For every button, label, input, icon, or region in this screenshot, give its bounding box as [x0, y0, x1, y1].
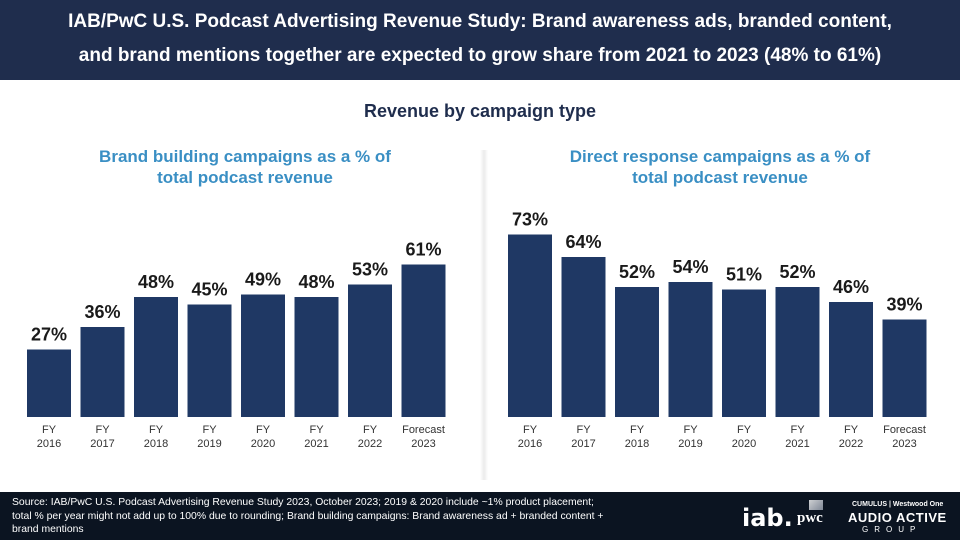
direct-tick-label: 2020 — [732, 438, 756, 450]
left-chart-title-line-1: Brand building campaigns as a % of — [99, 147, 391, 166]
brand-data-label: 45% — [191, 280, 227, 300]
brand-bar — [187, 304, 232, 417]
direct-tick-label: 2022 — [839, 438, 863, 450]
direct-data-label: 73% — [512, 210, 548, 230]
direct-tick-label: 2018 — [625, 438, 649, 450]
brand-bar — [401, 264, 446, 417]
brand-bar — [27, 349, 71, 417]
brand-chart-group: 27% FY 2016 36% FY 2017 48% FY 2018 45% FY 2019 49% F… — [27, 240, 446, 450]
audio-active-group-logo: GROUP — [862, 525, 922, 534]
direct-tick-label: FY — [576, 424, 591, 436]
brand-tick-label: 2016 — [37, 438, 61, 450]
brand-tick-label: 2020 — [251, 438, 275, 450]
bar-charts: 27% FY 2016 36% FY 2017 48% FY 2018 45% FY 2019 49% F… — [27, 210, 927, 450]
brand-tick-label: 2021 — [304, 438, 328, 450]
headline-line-1: IAB/PwC U.S. Podcast Advertising Revenue… — [68, 11, 892, 32]
direct-chart-group: 73% FY 2016 64% FY 2017 52% FY 2018 54% FY 2019 51% F… — [508, 210, 927, 450]
direct-tick-label: 2017 — [571, 438, 595, 450]
direct-tick-label: FY — [523, 424, 538, 436]
left-chart-title-line-2: total podcast revenue — [157, 168, 333, 187]
direct-bar — [829, 302, 873, 417]
brand-data-label: 49% — [245, 270, 281, 290]
brand-tick-label: FY — [95, 424, 110, 436]
brand-tick-label: 2023 — [411, 438, 435, 450]
brand-tick-label: 2018 — [144, 438, 168, 450]
brand-data-label: 53% — [352, 260, 388, 280]
direct-bar — [561, 257, 606, 417]
chart-subtitle: Revenue by campaign type — [363, 101, 597, 121]
brand-bar — [348, 284, 392, 417]
brand-data-label: 48% — [138, 272, 174, 292]
header-banner: IAB/PwC U.S. Podcast Advertising Revenue… — [0, 0, 960, 80]
brand-tick-label: 2022 — [358, 438, 382, 450]
direct-tick-label: FY — [630, 424, 645, 436]
right-chart-title-line-1: Direct response campaigns as a % of — [569, 147, 871, 166]
brand-tick-label: 2019 — [197, 438, 221, 450]
direct-tick-label: 2019 — [678, 438, 702, 450]
brand-data-label: 36% — [84, 302, 120, 322]
direct-data-label: 54% — [672, 257, 708, 277]
brand-tick-label: FY — [202, 424, 217, 436]
brand-tick-label: FY — [309, 424, 324, 436]
direct-bar — [722, 289, 766, 417]
brand-data-label: 61% — [405, 240, 441, 260]
direct-tick-label: 2016 — [518, 438, 542, 450]
direct-tick-label: 2021 — [785, 438, 809, 450]
right-chart-title-line-2: total podcast revenue — [632, 168, 808, 187]
direct-bar — [615, 287, 659, 417]
direct-tick-label: Forecast — [883, 424, 926, 436]
brand-tick-label: FY — [42, 424, 57, 436]
source-note: Source: IAB/PwC U.S. Podcast Advertising… — [12, 497, 604, 535]
brand-bar — [134, 297, 178, 417]
direct-tick-label: FY — [683, 424, 698, 436]
pwc-logo: pwc — [797, 510, 823, 526]
brand-tick-label: FY — [256, 424, 271, 436]
brand-data-label: 48% — [298, 272, 334, 292]
direct-data-label: 39% — [886, 295, 922, 315]
iab-logo: iab. — [742, 504, 793, 532]
brand-bar — [294, 297, 339, 417]
direct-data-label: 52% — [619, 262, 655, 282]
footer-bar: Source: IAB/PwC U.S. Podcast Advertising… — [0, 492, 960, 540]
direct-tick-label: FY — [844, 424, 859, 436]
brand-tick-label: Forecast — [402, 424, 445, 436]
audio-active-logo: AUDIO ACTIVE — [848, 510, 947, 525]
brand-bar — [241, 294, 285, 417]
direct-data-label: 51% — [726, 265, 762, 285]
cumulus-westwood-logo: CUMULUS | Westwood One — [852, 501, 944, 508]
brand-tick-label: 2017 — [90, 438, 114, 450]
direct-bar — [668, 282, 713, 417]
panel-divider — [480, 150, 488, 480]
direct-bar — [508, 234, 552, 417]
direct-tick-label: 2023 — [892, 438, 916, 450]
direct-tick-label: FY — [790, 424, 805, 436]
direct-data-label: 46% — [833, 277, 869, 297]
direct-tick-label: FY — [737, 424, 752, 436]
brand-tick-label: FY — [149, 424, 164, 436]
brand-data-label: 27% — [31, 325, 67, 345]
brand-tick-label: FY — [363, 424, 378, 436]
headline-line-2: and brand mentions together are expected… — [78, 45, 882, 66]
brand-bar — [80, 327, 125, 417]
direct-bar — [775, 287, 820, 417]
direct-bar — [882, 319, 927, 417]
direct-data-label: 64% — [565, 232, 601, 252]
direct-data-label: 52% — [779, 262, 815, 282]
pwc-logo-mark — [809, 500, 823, 510]
